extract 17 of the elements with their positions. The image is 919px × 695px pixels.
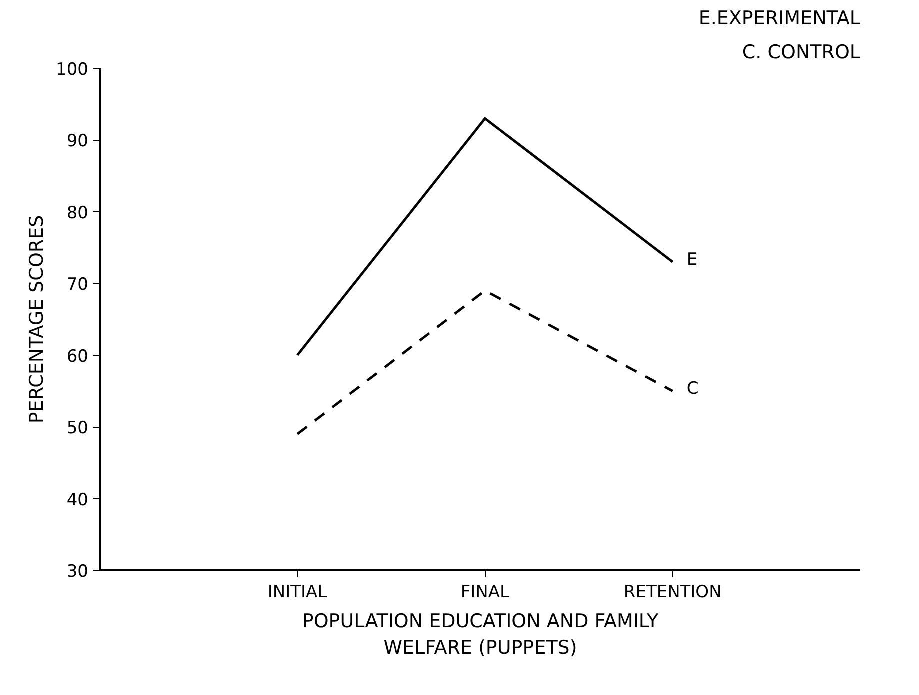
x-tick-label: RETENTION [624,582,722,602]
x-axis-title: POPULATION EDUCATION AND FAMILY WELFARE (PUPPETS) [302,610,659,659]
x-tick-label: INITIAL [268,582,328,602]
y-axis-title: PERCENTAGE SCORES [26,215,48,424]
series-label: C [686,379,699,400]
text: C. CONTROL [742,42,861,64]
y-tick-label: 50 [66,418,89,439]
y-tick-label: 70 [66,275,89,296]
y-tick-label: 30 [66,562,89,582]
y-tick-label: 100 [56,60,89,80]
y-tick-label: 90 [66,132,89,152]
y-tick-label: 60 [66,346,89,367]
series-label: E [686,250,698,270]
y-tick-label: 80 [66,203,89,224]
y-tick-label: 40 [66,490,89,510]
x-tick-label: FINAL [460,582,510,602]
text: E.EXPERIMENTAL [698,8,861,30]
